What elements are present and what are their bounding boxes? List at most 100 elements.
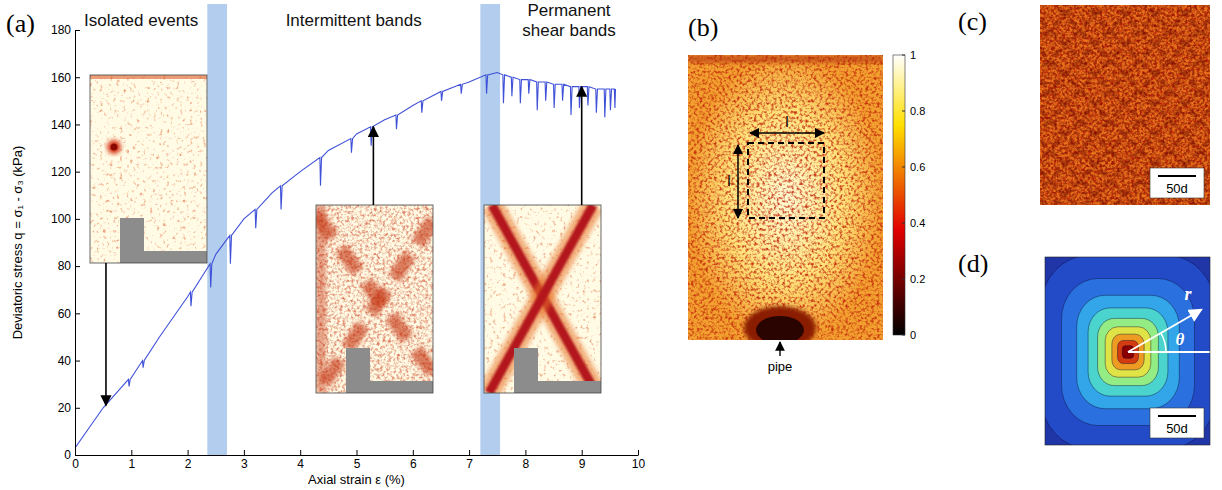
- x-tick: 4: [297, 450, 304, 471]
- y-tick-label: 20: [58, 401, 72, 415]
- scale-bar-line: [1158, 175, 1196, 177]
- x-tick-label: 7: [466, 457, 473, 471]
- x-tick: 1: [128, 450, 135, 471]
- y-tick-mark: [75, 30, 80, 31]
- x-tick-mark: [525, 450, 526, 455]
- panel-label: (a): [6, 9, 35, 38]
- zoom-window: [748, 143, 824, 218]
- y-tick-label: 120: [51, 165, 71, 179]
- panel-b: llpipe: [688, 55, 883, 374]
- y-tick-label: 40: [58, 354, 72, 368]
- x-tick-mark: [357, 450, 358, 455]
- colorbar-tick: [902, 111, 905, 112]
- colorbar-tick-label: 1: [910, 49, 916, 61]
- inset-content: [316, 205, 433, 393]
- panel-label: (d): [958, 249, 988, 278]
- scale-bar-label: 50d: [1166, 421, 1188, 436]
- x-tick-label: 3: [241, 457, 248, 471]
- inset-speckle: [316, 205, 433, 393]
- x-tick-mark: [582, 450, 583, 455]
- x-tick-label: 0: [72, 457, 79, 471]
- y-tick: 120: [51, 165, 80, 179]
- pipe-halo: [744, 306, 816, 340]
- colorbar: 00.20.40.60.81: [893, 49, 925, 341]
- figure: (a)012345678910020406080100120140160180A…: [0, 0, 1222, 490]
- colorbar-tick: [902, 279, 905, 280]
- inset-arrow: [105, 263, 107, 405]
- transition-band: [207, 4, 227, 455]
- y-tick: 20: [58, 401, 80, 415]
- inset-event-core: [111, 144, 118, 151]
- text-line: Isolated events: [84, 11, 198, 30]
- colorbar-tick-label: 0.6: [910, 161, 925, 173]
- inset-pipe: [346, 348, 433, 393]
- y-tick-mark: [75, 219, 80, 220]
- x-tick-mark: [413, 450, 414, 455]
- y-tick-mark: [75, 408, 80, 409]
- panel-a: 012345678910020406080100120140160180Axia…: [10, 1, 645, 487]
- x-tick-label: 10: [632, 457, 646, 471]
- x-tick-label: 4: [297, 457, 304, 471]
- y-tick: 80: [58, 259, 80, 273]
- x-tick: 6: [410, 450, 417, 471]
- inset-image: [484, 205, 601, 393]
- x-tick-label: 9: [579, 457, 586, 471]
- scale-bar: 50d: [1150, 408, 1204, 438]
- y-tick-label: 60: [58, 307, 72, 321]
- zoom-hatch: [1040, 5, 1210, 205]
- x-tick-mark: [300, 450, 301, 455]
- panel-label: (c): [958, 7, 987, 36]
- inset-speckle: [90, 75, 207, 263]
- x-tick: 10: [632, 450, 646, 471]
- text-line: shear bands: [522, 21, 616, 40]
- y-tick-label: 100: [51, 212, 71, 226]
- polar-axis: [1128, 351, 1210, 353]
- x-tick-label: 5: [354, 457, 361, 471]
- y-axis: 020406080100120140160180: [51, 23, 80, 462]
- x-tick: 9: [579, 450, 586, 471]
- y-tick: 40: [58, 354, 80, 368]
- map-image: [688, 55, 883, 340]
- y-tick: 60: [58, 307, 80, 321]
- regime-label: Permanentshear bands: [522, 1, 616, 40]
- pipe-blob: [756, 316, 804, 340]
- y-tick: 140: [51, 118, 80, 132]
- y-tick-mark: [75, 77, 80, 78]
- inset-image: [90, 75, 207, 263]
- y-tick-mark: [75, 361, 80, 362]
- zoom-speckle-dark: [1040, 5, 1210, 205]
- y-tick: 160: [51, 71, 80, 85]
- inset-arrow: [373, 127, 375, 205]
- zoom-image: [1040, 5, 1210, 205]
- plot-area: [75, 73, 615, 448]
- inset-band-halo: [489, 205, 593, 393]
- y-tick: 180: [51, 23, 80, 37]
- scale-bar-box: [1150, 408, 1204, 438]
- text-line: Permanent: [527, 1, 610, 20]
- colorbar-tick-label: 0.8: [910, 105, 925, 117]
- length-label: l: [727, 172, 730, 189]
- x-tick-mark: [244, 450, 245, 455]
- inset-edge: [90, 75, 207, 79]
- colorbar-ramp: [893, 55, 905, 335]
- inset-image: [316, 205, 433, 393]
- contour-level: [1045, 257, 1210, 445]
- y-tick-label: 180: [51, 23, 71, 37]
- colorbar-tick-label: 0.2: [910, 273, 925, 285]
- zoom-speckle: [1040, 5, 1210, 205]
- contour-image: [1045, 257, 1210, 445]
- colorbar-tick-label: 0: [910, 329, 916, 341]
- y-tick-mark: [75, 172, 80, 173]
- contour-level: [1045, 257, 1210, 445]
- contour-frame: [1045, 257, 1210, 445]
- pipe-label: pipe: [768, 359, 793, 374]
- inset-ground: [484, 205, 601, 393]
- y-tick-mark: [75, 124, 80, 125]
- inset-pipe: [120, 218, 207, 263]
- text-line: Intermittent bands: [286, 11, 422, 30]
- x-tick-label: 1: [128, 457, 135, 471]
- x-tick-mark: [638, 450, 639, 455]
- regime-label: Isolated events: [84, 11, 198, 30]
- inset-band: [489, 205, 593, 393]
- x-tick: 2: [185, 450, 192, 471]
